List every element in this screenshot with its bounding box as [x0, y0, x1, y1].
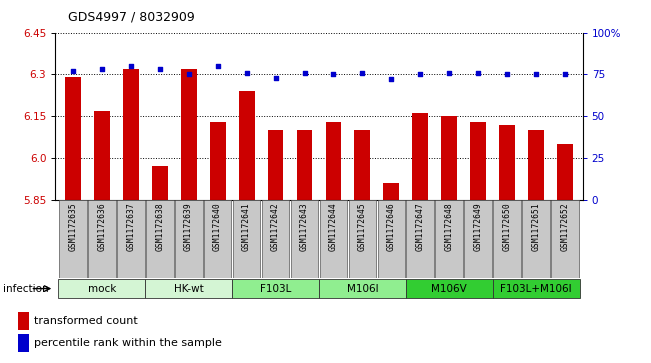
Bar	[145, 279, 232, 298]
Bar	[174, 200, 202, 278]
Text: GSM1172651: GSM1172651	[532, 202, 541, 251]
Text: GSM1172647: GSM1172647	[416, 202, 425, 251]
Point	[386, 77, 396, 82]
Bar	[117, 200, 145, 278]
Text: GSM1172641: GSM1172641	[242, 202, 251, 251]
Point	[502, 72, 512, 77]
Text: GSM1172645: GSM1172645	[358, 202, 367, 251]
Bar	[232, 279, 319, 298]
Bar	[441, 116, 458, 200]
Point	[126, 63, 136, 69]
Bar	[499, 125, 516, 200]
Point	[68, 68, 78, 74]
Bar	[355, 130, 370, 200]
Bar	[18, 312, 29, 330]
Bar	[146, 200, 174, 278]
Bar	[64, 77, 81, 200]
Text: GSM1172643: GSM1172643	[300, 202, 309, 251]
Text: GSM1172649: GSM1172649	[474, 202, 483, 251]
Point	[444, 70, 454, 76]
Bar	[262, 200, 290, 278]
Bar	[320, 200, 348, 278]
Bar	[529, 130, 544, 200]
Text: GSM1172642: GSM1172642	[271, 202, 280, 251]
Bar	[88, 200, 116, 278]
Text: GSM1172639: GSM1172639	[184, 202, 193, 251]
Text: GSM1172648: GSM1172648	[445, 202, 454, 251]
Text: GSM1172644: GSM1172644	[329, 202, 338, 251]
Text: GSM1172636: GSM1172636	[97, 202, 106, 251]
Point	[184, 72, 194, 77]
Bar	[493, 200, 521, 278]
Point	[415, 72, 426, 77]
Text: HK-wt: HK-wt	[174, 284, 204, 294]
Bar	[122, 69, 139, 200]
Text: F103L: F103L	[260, 284, 291, 294]
Bar	[94, 111, 109, 200]
Bar	[464, 200, 492, 278]
Point	[473, 70, 484, 76]
Text: percentile rank within the sample: percentile rank within the sample	[34, 338, 221, 348]
Text: GSM1172650: GSM1172650	[503, 202, 512, 251]
Bar	[557, 144, 574, 200]
Bar	[348, 200, 376, 278]
Bar	[268, 130, 283, 200]
Point	[270, 75, 281, 81]
Point	[357, 70, 368, 76]
Bar	[378, 200, 406, 278]
Text: GSM1172635: GSM1172635	[68, 202, 77, 251]
Point	[299, 70, 310, 76]
Text: GSM1172646: GSM1172646	[387, 202, 396, 251]
Point	[242, 70, 252, 76]
Point	[212, 63, 223, 69]
Text: transformed count: transformed count	[34, 316, 137, 326]
Text: M106I: M106I	[346, 284, 378, 294]
Bar	[436, 200, 464, 278]
Bar	[383, 183, 400, 200]
Bar	[471, 122, 486, 200]
Bar	[326, 122, 341, 200]
Bar	[232, 200, 260, 278]
Point	[531, 72, 542, 77]
Bar	[493, 279, 580, 298]
Bar	[210, 122, 225, 200]
Text: GSM1172640: GSM1172640	[213, 202, 222, 251]
Bar	[297, 130, 312, 200]
Bar	[290, 200, 318, 278]
Point	[96, 66, 107, 72]
Bar	[319, 279, 406, 298]
Bar	[204, 200, 232, 278]
Bar	[58, 279, 145, 298]
Text: infection: infection	[3, 284, 49, 294]
Bar	[238, 91, 255, 200]
Bar	[551, 200, 579, 278]
Bar	[18, 334, 29, 352]
Text: GSM1172638: GSM1172638	[155, 202, 164, 251]
Point	[560, 72, 570, 77]
Text: mock: mock	[87, 284, 116, 294]
Text: F103L+M106I: F103L+M106I	[501, 284, 572, 294]
Bar	[522, 200, 550, 278]
Bar	[59, 200, 87, 278]
Bar	[180, 69, 197, 200]
Text: GDS4997 / 8032909: GDS4997 / 8032909	[68, 11, 195, 24]
Point	[328, 72, 339, 77]
Bar	[413, 113, 428, 200]
Point	[154, 66, 165, 72]
Bar	[406, 200, 434, 278]
Text: GSM1172652: GSM1172652	[561, 202, 570, 251]
Bar	[152, 166, 167, 200]
Text: M106V: M106V	[432, 284, 467, 294]
Text: GSM1172637: GSM1172637	[126, 202, 135, 251]
Bar	[406, 279, 493, 298]
